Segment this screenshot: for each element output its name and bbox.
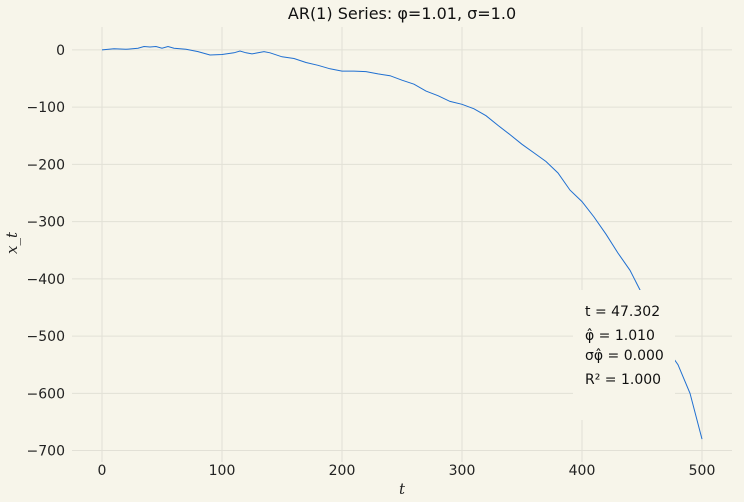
y-axis-label: x_t xyxy=(3,231,21,254)
x-tick-label: 200 xyxy=(329,463,356,479)
y-tick-label: 0 xyxy=(56,43,65,59)
y-tick-label: −200 xyxy=(27,157,65,173)
stats-box: t = 47.302 φ̂ = 1.010 σφ̂ = 0.000 R² = 1… xyxy=(573,290,675,420)
series-line xyxy=(101,45,703,440)
x-tick-label: 300 xyxy=(449,463,476,479)
y-tick-label: −400 xyxy=(27,272,65,288)
stats-box-background xyxy=(573,290,675,420)
y-tick-labels: 0 −100 −200 −300 −400 −500 −600 −700 xyxy=(27,43,65,460)
y-tick-label: −100 xyxy=(27,100,65,116)
stat-t-value: t = 47.302 xyxy=(585,304,660,320)
y-tick-label: −300 xyxy=(27,215,65,231)
x-tick-label: 400 xyxy=(569,463,596,479)
x-tick-labels: 0 100 200 300 400 500 xyxy=(98,463,716,479)
stat-phi-hat: φ̂ = 1.010 xyxy=(585,328,655,344)
x-tick-label: 500 xyxy=(689,463,716,479)
x-tick-label: 100 xyxy=(209,463,236,479)
y-tick-label: −500 xyxy=(27,329,65,345)
stat-r-squared: R² = 1.000 xyxy=(585,372,661,388)
y-tick-label: −700 xyxy=(27,444,65,460)
y-tick-label: −600 xyxy=(27,386,65,402)
x-tick-label: 0 xyxy=(98,463,107,479)
chart-title: AR(1) Series: φ=1.01, σ=1.0 xyxy=(288,4,516,23)
x-axis-label: t xyxy=(399,480,406,498)
stat-sigma-phi: σφ̂ = 0.000 xyxy=(585,348,664,364)
